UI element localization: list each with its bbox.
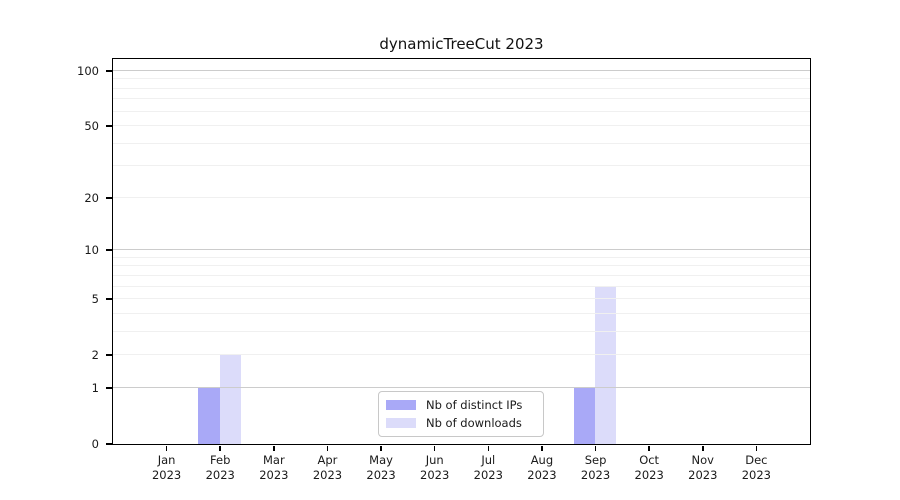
legend-swatch-distinct-ips-icon bbox=[386, 399, 416, 411]
x-tick-label-aug: Aug 2023 bbox=[527, 453, 557, 482]
y-tick-label-50: 50 bbox=[84, 119, 99, 134]
legend-item-downloads: Nb of downloads bbox=[386, 416, 543, 430]
x-tick-jul bbox=[487, 445, 490, 451]
y-tick-5 bbox=[105, 298, 112, 300]
gridline-minor-2 bbox=[112, 354, 810, 356]
y-tick-20 bbox=[105, 197, 112, 199]
gridline-minor-6 bbox=[112, 285, 810, 287]
gridline-minor-8 bbox=[112, 265, 810, 267]
bar-distinct-ips-sep bbox=[573, 387, 596, 444]
legend-label-downloads: Nb of downloads bbox=[426, 416, 522, 430]
x-tick-sep bbox=[594, 445, 597, 451]
legend-item-distinct-ips: Nb of distinct IPs bbox=[386, 398, 543, 412]
y-tick-label-20: 20 bbox=[84, 190, 99, 205]
x-tick-label-apr: Apr 2023 bbox=[312, 453, 343, 482]
x-tick-label-jul: Jul 2023 bbox=[473, 453, 503, 482]
x-tick-jan bbox=[165, 445, 168, 451]
x-tick-apr bbox=[326, 445, 329, 451]
gridline-minor-50 bbox=[112, 125, 810, 127]
x-tick-label-sep: Sep 2023 bbox=[580, 453, 611, 482]
gridline-minor-90 bbox=[112, 78, 810, 80]
chart-title: dynamicTreeCut 2023 bbox=[379, 35, 544, 53]
x-tick-nov bbox=[702, 445, 704, 451]
gridline-minor-4 bbox=[112, 312, 810, 314]
x-tick-feb bbox=[219, 445, 221, 451]
bar-downloads-feb bbox=[219, 354, 242, 444]
x-tick-label-mar: Mar 2023 bbox=[259, 453, 289, 482]
x-tick-label-jan: Jan 2023 bbox=[151, 453, 182, 482]
gridline-major-100 bbox=[112, 69, 810, 71]
plot-area bbox=[111, 57, 811, 445]
y-tick-0 bbox=[105, 443, 112, 445]
gridline-minor-9 bbox=[112, 256, 810, 258]
bar-distinct-ips-feb bbox=[198, 387, 220, 444]
gridline-minor-60 bbox=[112, 110, 810, 112]
x-tick-jun bbox=[433, 445, 436, 451]
gridline-minor-3 bbox=[112, 330, 810, 332]
gridline-minor-80 bbox=[112, 87, 810, 89]
x-tick-aug bbox=[541, 445, 543, 451]
x-tick-oct bbox=[648, 445, 650, 451]
x-tick-label-oct: Oct 2023 bbox=[634, 453, 664, 482]
y-tick-10 bbox=[105, 249, 112, 251]
x-tick-label-nov: Nov 2023 bbox=[688, 453, 718, 482]
x-tick-label-jun: Jun 2023 bbox=[420, 453, 450, 482]
y-tick-2 bbox=[105, 354, 112, 356]
y-tick-label-1: 1 bbox=[91, 380, 99, 395]
x-tick-mar bbox=[273, 445, 275, 451]
x-tick-dec bbox=[755, 445, 758, 451]
y-tick-1 bbox=[105, 387, 112, 389]
y-tick-100 bbox=[105, 70, 112, 72]
gridline-minor-7 bbox=[112, 274, 810, 276]
y-tick-label-2: 2 bbox=[91, 348, 99, 363]
y-tick-label-0: 0 bbox=[91, 437, 99, 451]
gridline-minor-40 bbox=[112, 142, 810, 144]
gridline-minor-70 bbox=[112, 98, 810, 100]
gridline-major-1 bbox=[112, 386, 810, 388]
bar-downloads-sep bbox=[595, 286, 617, 444]
x-tick-label-may: May 2023 bbox=[366, 453, 396, 482]
legend: Nb of distinct IPs Nb of downloads bbox=[378, 391, 544, 437]
legend-swatch-downloads-icon bbox=[386, 417, 416, 429]
x-tick-label-dec: Dec 2023 bbox=[741, 453, 772, 482]
legend-label-distinct-ips: Nb of distinct IPs bbox=[426, 398, 523, 412]
x-tick-may bbox=[380, 445, 382, 451]
gridline-minor-5 bbox=[112, 298, 810, 300]
gridline-major-10 bbox=[112, 249, 810, 251]
gridline-minor-30 bbox=[112, 165, 810, 167]
y-tick-label-10: 10 bbox=[84, 243, 99, 258]
gridline-minor-20 bbox=[112, 196, 810, 198]
y-tick-label-5: 5 bbox=[91, 292, 99, 307]
y-tick-label-100: 100 bbox=[77, 63, 99, 78]
x-tick-label-feb: Feb 2023 bbox=[205, 453, 235, 482]
y-tick-50 bbox=[105, 125, 112, 127]
